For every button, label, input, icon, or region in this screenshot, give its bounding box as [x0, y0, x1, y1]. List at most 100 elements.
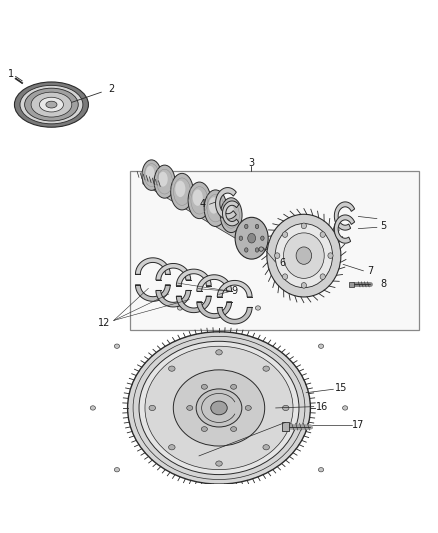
- Ellipse shape: [230, 426, 237, 431]
- Ellipse shape: [127, 332, 311, 484]
- Polygon shape: [177, 296, 211, 313]
- Ellipse shape: [216, 350, 222, 355]
- Ellipse shape: [188, 182, 211, 219]
- Ellipse shape: [169, 445, 175, 450]
- Ellipse shape: [20, 85, 83, 124]
- Ellipse shape: [216, 461, 222, 466]
- Ellipse shape: [114, 344, 120, 349]
- Ellipse shape: [283, 274, 288, 279]
- Ellipse shape: [255, 506, 261, 510]
- Text: 3: 3: [248, 158, 254, 168]
- Text: 16: 16: [316, 402, 328, 411]
- Ellipse shape: [320, 232, 325, 237]
- Ellipse shape: [318, 344, 324, 349]
- Ellipse shape: [90, 406, 95, 410]
- Ellipse shape: [261, 236, 264, 240]
- Polygon shape: [334, 202, 355, 230]
- Ellipse shape: [31, 92, 72, 117]
- Ellipse shape: [248, 233, 255, 243]
- Polygon shape: [197, 302, 232, 318]
- FancyBboxPatch shape: [282, 422, 289, 431]
- Text: 15: 15: [335, 383, 347, 393]
- Ellipse shape: [142, 160, 161, 190]
- Ellipse shape: [175, 181, 185, 197]
- Polygon shape: [143, 172, 254, 249]
- Bar: [130, 171, 419, 329]
- Text: 1: 1: [8, 69, 14, 79]
- Ellipse shape: [204, 190, 227, 227]
- Text: 6: 6: [279, 258, 285, 268]
- Polygon shape: [217, 280, 252, 297]
- Ellipse shape: [39, 97, 64, 112]
- Polygon shape: [215, 188, 237, 219]
- Ellipse shape: [201, 384, 208, 389]
- Text: 5: 5: [380, 221, 387, 231]
- Ellipse shape: [230, 384, 237, 389]
- Ellipse shape: [267, 214, 341, 297]
- Polygon shape: [334, 215, 355, 243]
- Ellipse shape: [283, 232, 288, 237]
- Ellipse shape: [196, 389, 242, 427]
- Ellipse shape: [173, 370, 265, 446]
- Ellipse shape: [145, 346, 293, 470]
- Ellipse shape: [275, 223, 332, 288]
- Ellipse shape: [114, 467, 120, 472]
- Ellipse shape: [301, 223, 307, 229]
- Ellipse shape: [263, 366, 269, 372]
- Ellipse shape: [263, 445, 269, 450]
- Ellipse shape: [283, 233, 324, 278]
- Polygon shape: [217, 308, 252, 324]
- Ellipse shape: [201, 426, 208, 431]
- Polygon shape: [156, 290, 191, 307]
- Polygon shape: [135, 258, 170, 274]
- Ellipse shape: [275, 253, 280, 259]
- Ellipse shape: [171, 173, 193, 210]
- Text: 12: 12: [98, 318, 110, 328]
- Polygon shape: [156, 263, 191, 280]
- FancyBboxPatch shape: [349, 282, 354, 287]
- Polygon shape: [197, 275, 232, 292]
- Ellipse shape: [146, 166, 155, 180]
- Ellipse shape: [211, 401, 227, 415]
- Ellipse shape: [187, 406, 193, 410]
- Ellipse shape: [235, 217, 268, 259]
- Ellipse shape: [225, 205, 234, 220]
- Ellipse shape: [328, 253, 333, 259]
- Ellipse shape: [149, 405, 155, 410]
- Ellipse shape: [255, 224, 259, 229]
- Text: 9: 9: [231, 286, 237, 296]
- Ellipse shape: [25, 88, 78, 121]
- Ellipse shape: [244, 224, 248, 229]
- Ellipse shape: [301, 282, 307, 288]
- Ellipse shape: [169, 366, 175, 372]
- Ellipse shape: [244, 248, 248, 252]
- Ellipse shape: [239, 236, 243, 240]
- Ellipse shape: [139, 341, 299, 474]
- Ellipse shape: [177, 306, 183, 310]
- Ellipse shape: [220, 198, 242, 232]
- Polygon shape: [177, 269, 211, 286]
- Text: 17: 17: [352, 421, 364, 430]
- Polygon shape: [223, 201, 239, 226]
- Ellipse shape: [46, 101, 57, 108]
- Ellipse shape: [296, 247, 312, 264]
- Ellipse shape: [158, 172, 168, 187]
- Ellipse shape: [255, 306, 261, 310]
- Ellipse shape: [193, 189, 203, 206]
- Ellipse shape: [154, 165, 175, 198]
- Polygon shape: [135, 285, 170, 301]
- Ellipse shape: [259, 247, 263, 251]
- Ellipse shape: [283, 405, 289, 410]
- Ellipse shape: [209, 197, 219, 214]
- Ellipse shape: [177, 506, 183, 510]
- Ellipse shape: [245, 406, 251, 410]
- Text: 7: 7: [367, 266, 374, 276]
- Text: 8: 8: [381, 279, 387, 289]
- Ellipse shape: [255, 248, 259, 252]
- Text: 4: 4: [200, 199, 206, 209]
- Ellipse shape: [14, 82, 88, 127]
- Ellipse shape: [343, 406, 348, 410]
- Text: 2: 2: [108, 84, 114, 94]
- Ellipse shape: [318, 467, 324, 472]
- Ellipse shape: [320, 274, 325, 279]
